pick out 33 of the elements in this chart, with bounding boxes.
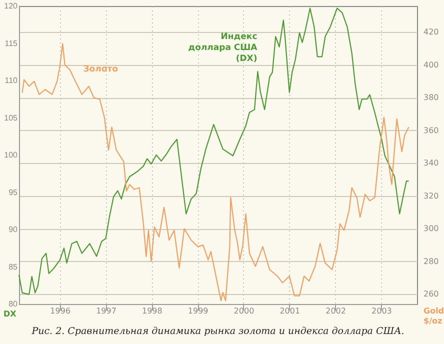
y2-tick-label: 420: [424, 28, 439, 37]
y-tick-label: 105: [4, 113, 18, 122]
x-tick-label: 1997: [96, 306, 116, 316]
y2-tick-label: 340: [424, 158, 439, 168]
y2-tick-label: 300: [424, 224, 439, 234]
series-label: Индекс доллара США (DX): [188, 32, 258, 64]
y-tick-label: 85: [8, 262, 18, 272]
x-tick-label: 1996: [50, 306, 71, 316]
y2-tick-label: 260: [424, 290, 439, 299]
y2-tick-label: 320: [424, 191, 439, 200]
x-tick-label: 2001: [280, 306, 300, 316]
y-tick-label: 80: [8, 300, 18, 308]
x-tick-label: 1999: [188, 306, 208, 316]
x-tick-label: 2000: [234, 306, 254, 316]
y-tick-label: 115: [4, 38, 18, 48]
x-tick-label: 2003: [372, 306, 392, 316]
y-tick-label: 95: [8, 188, 18, 197]
x-tick-label: 1998: [142, 306, 162, 316]
y-tick-label: 90: [8, 225, 18, 234]
y2-tick-label: 400: [424, 60, 439, 70]
series-label: Золото: [83, 64, 118, 75]
line-series: [22, 43, 410, 302]
y2-axis-title: Gold $/oz: [424, 306, 444, 326]
x-tick-label: 2002: [326, 306, 346, 316]
y-axis-title: DX: [4, 310, 18, 318]
y-tick-label: 100: [4, 150, 18, 160]
y2-tick-label: 380: [424, 93, 439, 102]
text: Рис. 2. Сравнительная динамика рынка золота и индекса доллара США.: [30, 326, 404, 337]
y2-tick-label: 280: [424, 256, 439, 266]
y2-tick-label: 360: [424, 126, 439, 135]
y-tick-label: 110: [4, 76, 18, 85]
line-series: [18, 8, 410, 295]
y-tick-label: 120: [4, 2, 18, 10]
